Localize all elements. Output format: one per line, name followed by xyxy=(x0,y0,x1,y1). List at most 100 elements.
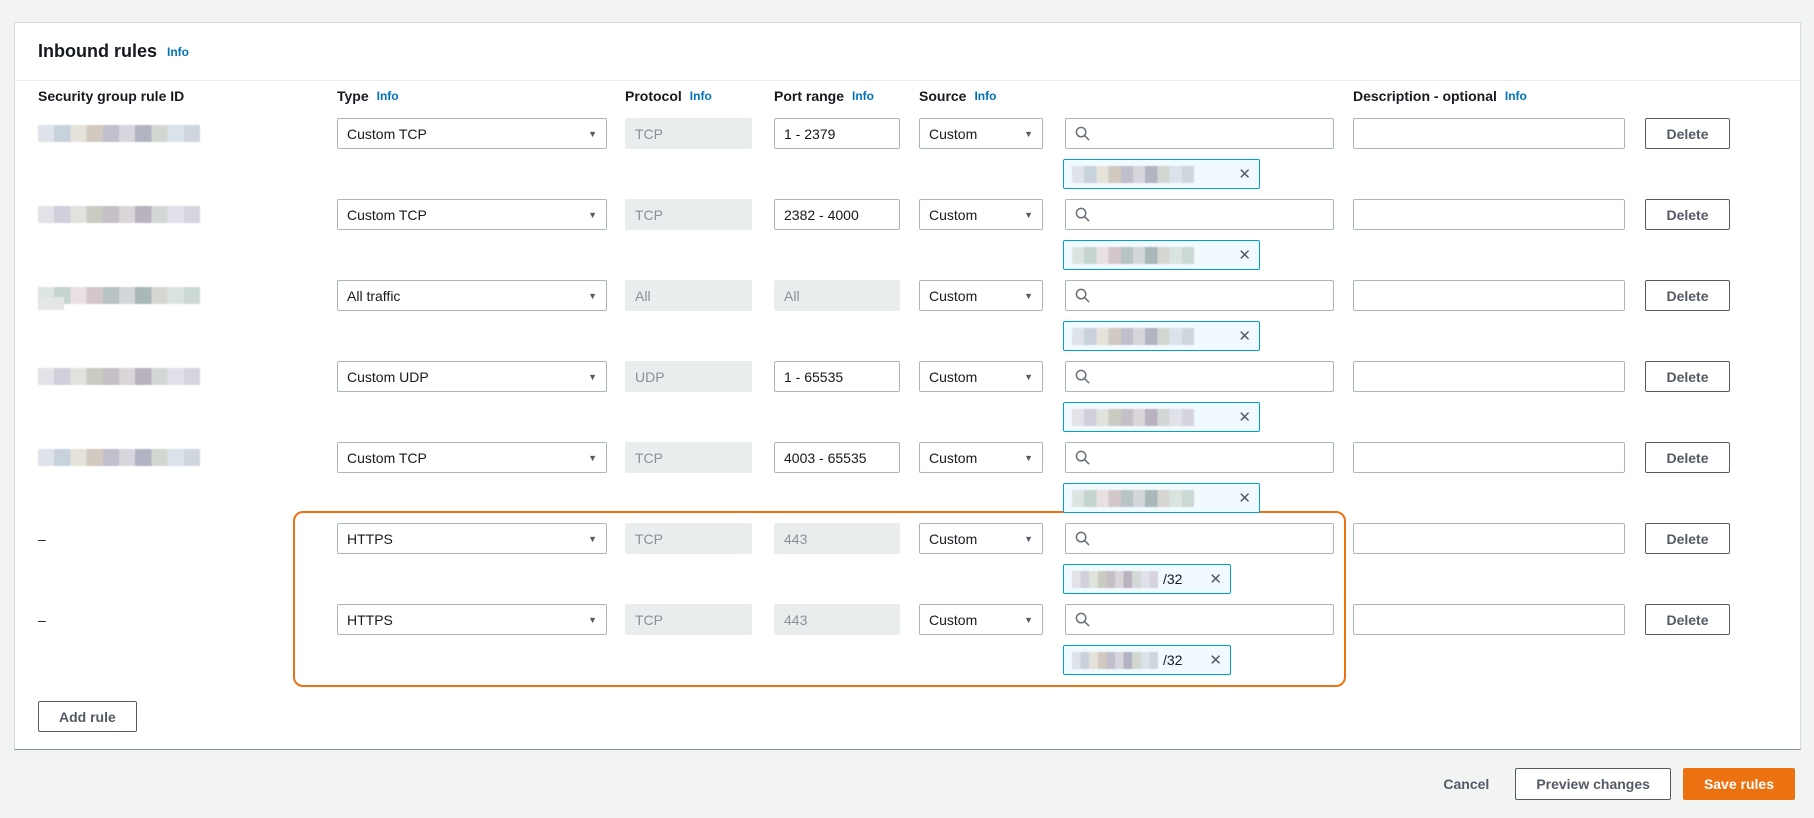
source-search-input[interactable] xyxy=(1065,523,1334,554)
token-redacted-value xyxy=(1072,570,1158,588)
source-select[interactable]: Custom ▼ xyxy=(919,199,1043,230)
inbound-rules-panel: Inbound rules Info Security group rule I… xyxy=(14,22,1801,750)
rule-id-redacted xyxy=(38,287,200,304)
delete-rule-button[interactable]: Delete xyxy=(1645,442,1730,473)
cancel-button[interactable]: Cancel xyxy=(1443,776,1490,792)
remove-token-icon[interactable]: ✕ xyxy=(1238,408,1251,426)
source-token: ✕ xyxy=(1063,402,1260,432)
rule-id-cell xyxy=(38,199,228,230)
column-header-type: Type Info xyxy=(337,87,399,105)
search-icon xyxy=(1075,207,1090,222)
description-info-link[interactable]: Info xyxy=(1504,89,1527,103)
description-input[interactable] xyxy=(1353,199,1625,230)
type-select-value: HTTPS xyxy=(347,611,393,628)
title-info-link[interactable]: Info xyxy=(167,44,189,59)
add-rule-button[interactable]: Add rule xyxy=(38,701,137,732)
inbound-rule-row: Custom TCP ▼ TCP 4003 - 65535 Custom ▼ ✕… xyxy=(15,442,1800,513)
page-title: Inbound rules xyxy=(38,41,157,61)
type-select[interactable]: Custom TCP ▼ xyxy=(337,442,607,473)
type-select[interactable]: Custom TCP ▼ xyxy=(337,199,607,230)
remove-token-icon[interactable]: ✕ xyxy=(1209,651,1222,669)
port-range-input[interactable]: 4003 - 65535 xyxy=(774,442,900,473)
remove-token-icon[interactable]: ✕ xyxy=(1238,489,1251,507)
chevron-down-icon: ▼ xyxy=(588,209,597,220)
description-input[interactable] xyxy=(1353,604,1625,635)
description-input[interactable] xyxy=(1353,361,1625,392)
protocol-field: TCP xyxy=(625,523,752,554)
preview-changes-button[interactable]: Preview changes xyxy=(1515,768,1671,800)
source-search-input[interactable] xyxy=(1065,361,1334,392)
type-select[interactable]: HTTPS ▼ xyxy=(337,523,607,554)
protocol-info-link[interactable]: Info xyxy=(689,89,712,103)
remove-token-icon[interactable]: ✕ xyxy=(1238,246,1251,264)
column-header-source: Source Info xyxy=(919,87,996,105)
token-redacted-value xyxy=(1072,327,1194,345)
delete-rule-button[interactable]: Delete xyxy=(1645,523,1730,554)
port-range-field: 443 xyxy=(774,604,900,635)
rule-id-cell xyxy=(38,118,228,149)
port-range-input[interactable]: 1 - 65535 xyxy=(774,361,900,392)
chevron-down-icon: ▼ xyxy=(1024,209,1033,220)
delete-rule-button[interactable]: Delete xyxy=(1645,199,1730,230)
description-input[interactable] xyxy=(1353,523,1625,554)
delete-rule-button[interactable]: Delete xyxy=(1645,361,1730,392)
inbound-rule-row: Custom UDP ▼ UDP 1 - 65535 Custom ▼ ✕ De… xyxy=(15,361,1800,432)
type-select-value: HTTPS xyxy=(347,530,393,547)
delete-rule-button[interactable]: Delete xyxy=(1645,604,1730,635)
rule-id-placeholder: – xyxy=(38,611,46,628)
port-range-input[interactable]: 1 - 2379 xyxy=(774,118,900,149)
description-input[interactable] xyxy=(1353,442,1625,473)
remove-token-icon[interactable]: ✕ xyxy=(1209,570,1222,588)
source-select[interactable]: Custom ▼ xyxy=(919,118,1043,149)
source-search-input[interactable] xyxy=(1065,280,1334,311)
type-select-value: Custom TCP xyxy=(347,449,427,466)
type-select-value: Custom TCP xyxy=(347,125,427,142)
chevron-down-icon: ▼ xyxy=(588,452,597,463)
source-token: ✕ xyxy=(1063,240,1260,270)
search-icon xyxy=(1075,612,1090,627)
type-select[interactable]: All traffic ▼ xyxy=(337,280,607,311)
port-range-info-link[interactable]: Info xyxy=(852,89,875,103)
delete-rule-button[interactable]: Delete xyxy=(1645,280,1730,311)
description-input[interactable] xyxy=(1353,280,1625,311)
source-select-value: Custom xyxy=(929,125,978,142)
save-rules-button[interactable]: Save rules xyxy=(1682,768,1795,800)
type-select[interactable]: Custom TCP ▼ xyxy=(337,118,607,149)
chevron-down-icon: ▼ xyxy=(588,371,597,382)
description-input[interactable] xyxy=(1353,118,1625,149)
chevron-down-icon: ▼ xyxy=(588,533,597,544)
type-info-link[interactable]: Info xyxy=(376,89,399,103)
rule-id-redacted xyxy=(38,297,64,310)
source-token: /32 ✕ xyxy=(1063,645,1231,675)
type-select-value: All traffic xyxy=(347,287,401,304)
column-label: Description - optional xyxy=(1353,88,1497,104)
delete-rule-button[interactable]: Delete xyxy=(1645,118,1730,149)
type-select[interactable]: Custom UDP ▼ xyxy=(337,361,607,392)
source-search-input[interactable] xyxy=(1065,118,1334,149)
chevron-down-icon: ▼ xyxy=(1024,371,1033,382)
source-token: ✕ xyxy=(1063,159,1260,189)
token-redacted-value xyxy=(1072,165,1194,183)
source-select[interactable]: Custom ▼ xyxy=(919,604,1043,635)
chevron-down-icon: ▼ xyxy=(1024,452,1033,463)
source-select[interactable]: Custom ▼ xyxy=(919,361,1043,392)
source-select[interactable]: Custom ▼ xyxy=(919,523,1043,554)
protocol-field: All xyxy=(625,280,752,311)
source-search-input[interactable] xyxy=(1065,199,1334,230)
port-range-field: 443 xyxy=(774,523,900,554)
port-range-input[interactable]: 2382 - 4000 xyxy=(774,199,900,230)
remove-token-icon[interactable]: ✕ xyxy=(1238,165,1251,183)
protocol-field: TCP xyxy=(625,442,752,473)
source-select[interactable]: Custom ▼ xyxy=(919,442,1043,473)
source-search-input[interactable] xyxy=(1065,604,1334,635)
type-select[interactable]: HTTPS ▼ xyxy=(337,604,607,635)
column-header-rule-id: Security group rule ID xyxy=(38,87,184,105)
source-select-value: Custom xyxy=(929,368,978,385)
remove-token-icon[interactable]: ✕ xyxy=(1238,327,1251,345)
chevron-down-icon: ▼ xyxy=(588,290,597,301)
source-select[interactable]: Custom ▼ xyxy=(919,280,1043,311)
column-label: Port range xyxy=(774,88,845,104)
type-select-value: Custom UDP xyxy=(347,368,429,385)
source-info-link[interactable]: Info xyxy=(974,89,997,103)
source-search-input[interactable] xyxy=(1065,442,1334,473)
